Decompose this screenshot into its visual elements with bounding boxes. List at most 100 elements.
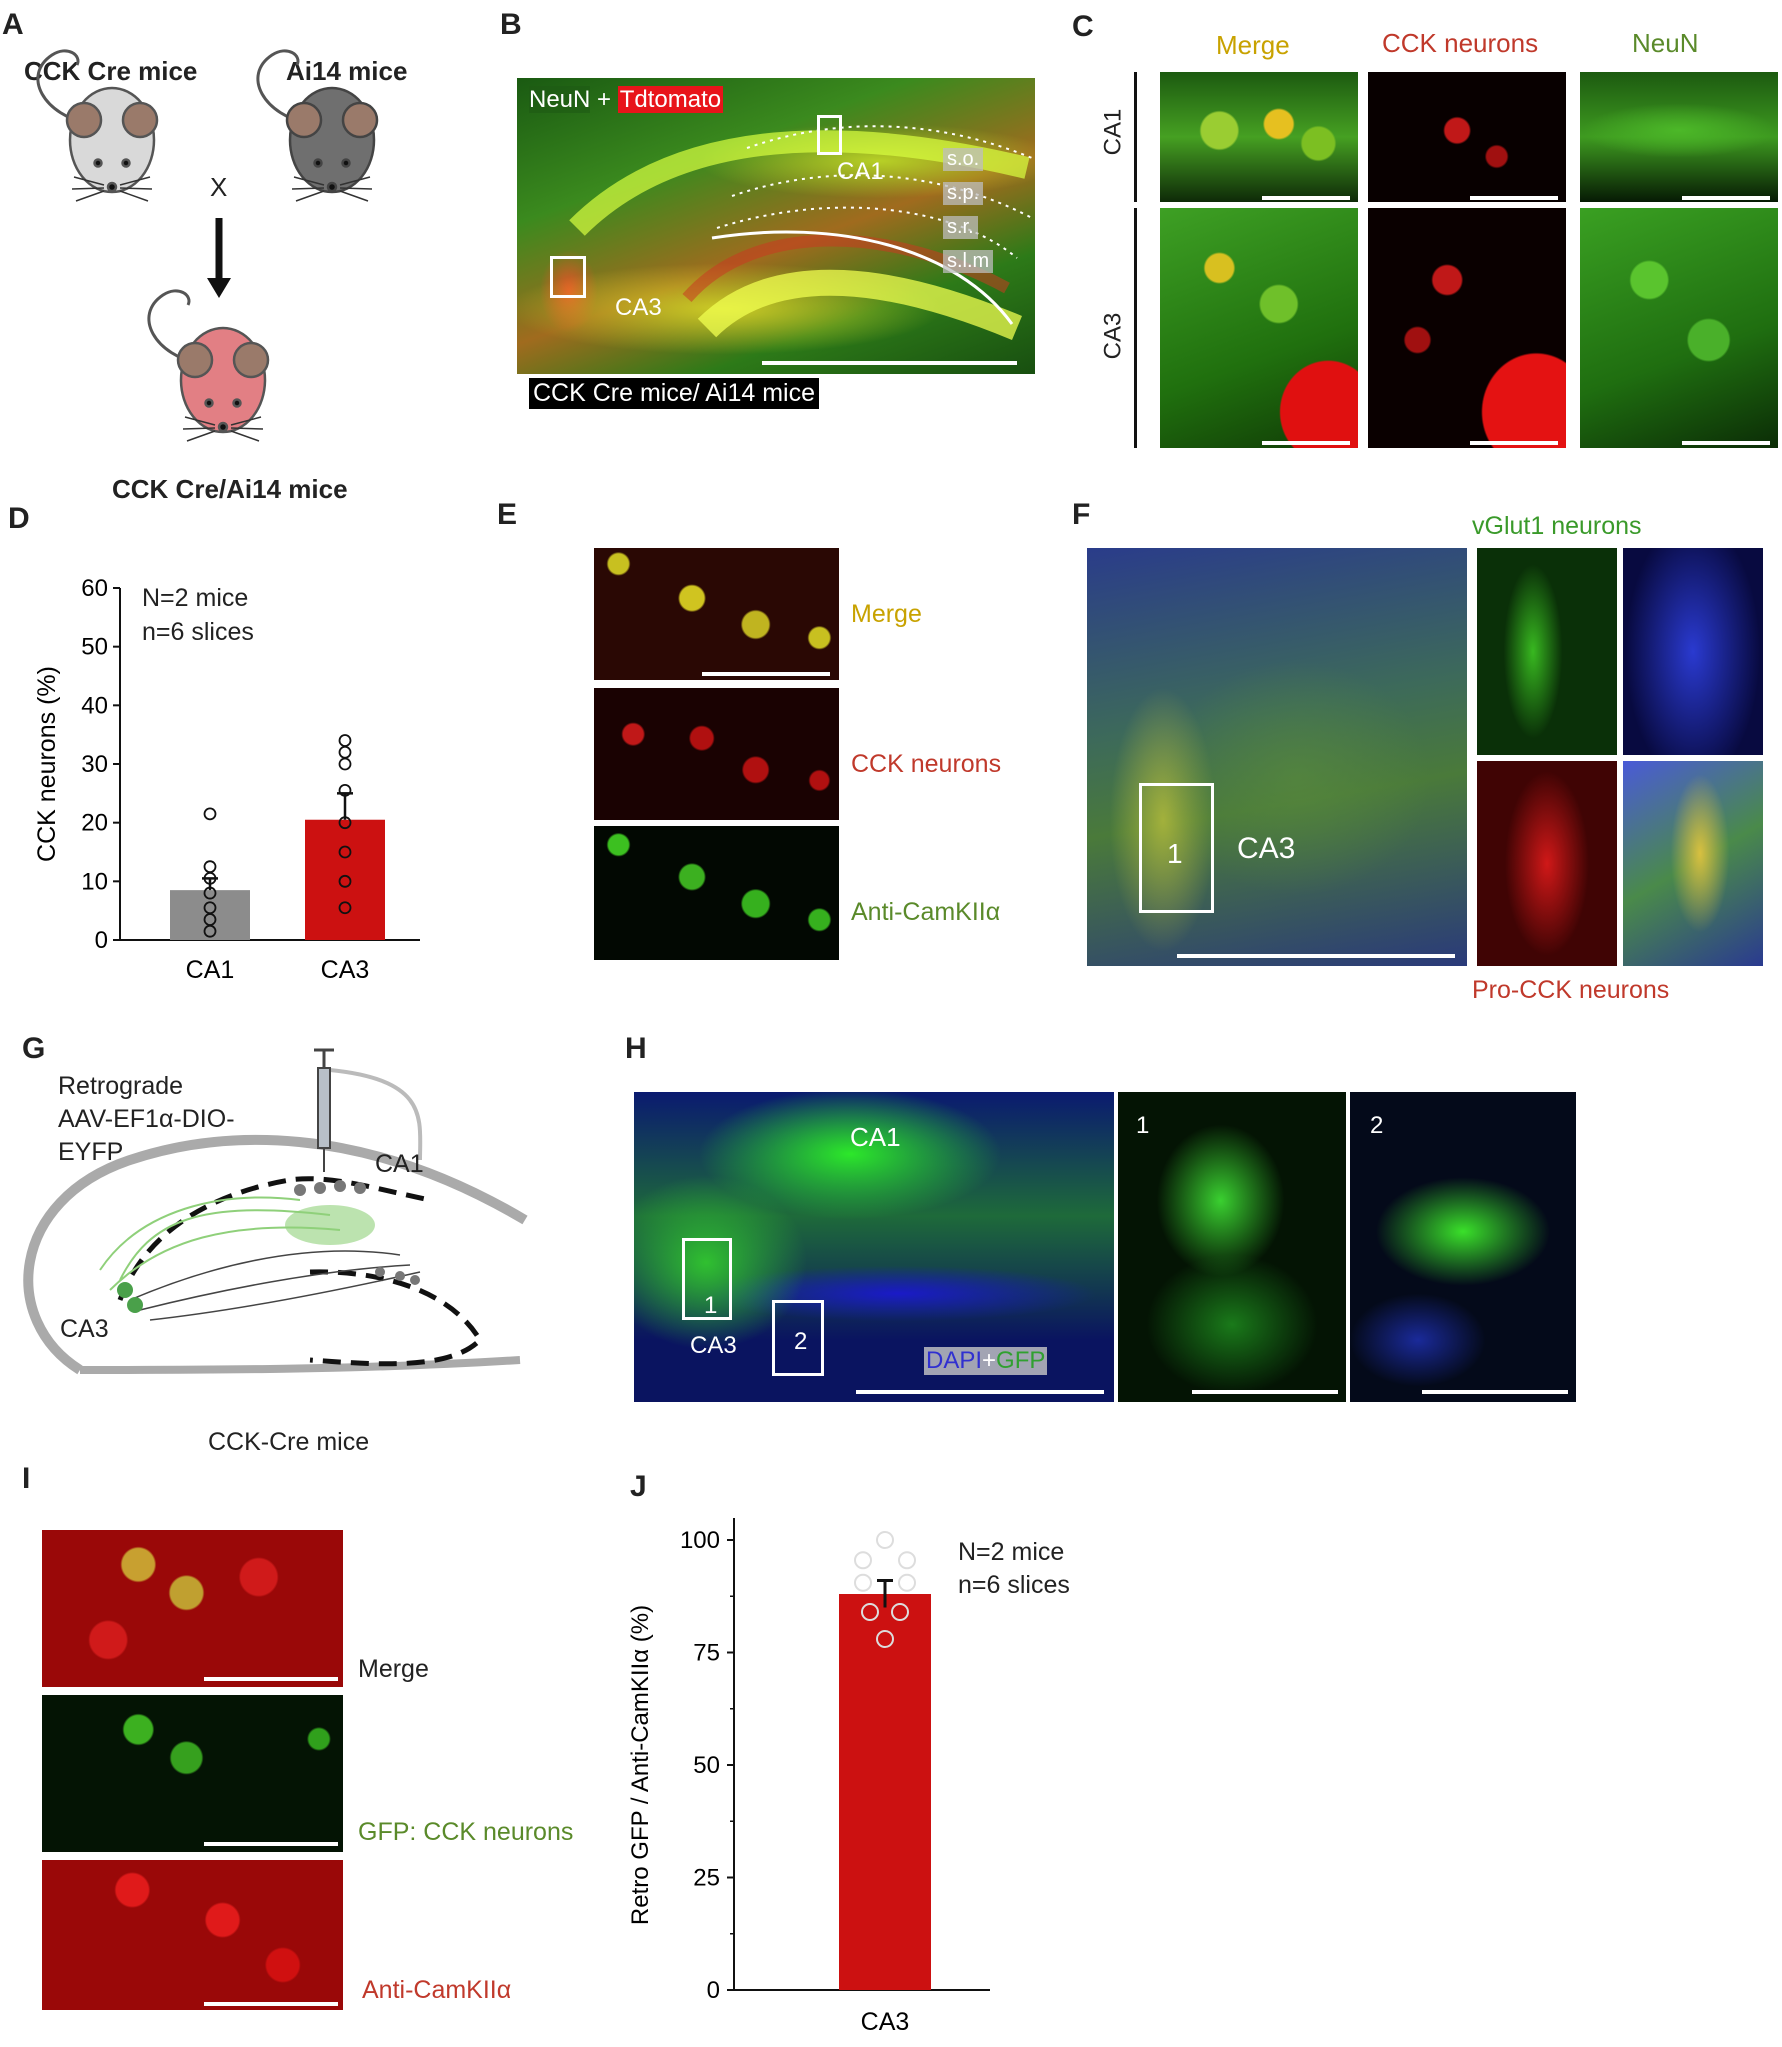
f-dapi-image xyxy=(1623,548,1763,755)
data-point xyxy=(338,874,352,888)
mouse2-label: Ai14 mice xyxy=(286,56,408,86)
c-ca1-merge-image xyxy=(1160,72,1358,202)
y-axis-title: CCK neurons (%) xyxy=(33,666,61,862)
h-stain-plus: + xyxy=(982,1347,997,1374)
x-tick-label: CA3 xyxy=(861,2008,910,2036)
data-point xyxy=(876,1531,894,1549)
data-point xyxy=(338,734,352,747)
g-caption: CCK-Cre mice xyxy=(208,1428,370,1456)
d-annotation-mice: N=2 mice xyxy=(142,584,249,612)
data-point xyxy=(203,807,217,821)
h-roi-box-2 xyxy=(772,1300,824,1376)
y-tick-label: 40 xyxy=(81,692,108,719)
panel-label-h: H xyxy=(625,1032,647,1065)
layer-label-slm: s.l.m xyxy=(943,250,994,273)
stain-plus: + xyxy=(590,86,618,113)
data-point xyxy=(898,1573,916,1592)
y-tick-label: 50 xyxy=(81,634,108,661)
bar-ca3 xyxy=(305,819,385,940)
h-stain-dapi: DAPI xyxy=(926,1347,983,1374)
scale-bar xyxy=(762,361,1017,365)
col-header-merge: Merge xyxy=(1216,30,1290,60)
c-ca1-cck-image xyxy=(1368,72,1566,202)
scale-bar xyxy=(1177,954,1455,958)
c-ca3-merge-image xyxy=(1160,208,1358,448)
h-inset1-label: 1 xyxy=(1136,1112,1150,1139)
i-label-camkii: Anti-CamKIIα xyxy=(362,1976,512,2004)
mouse1-icon xyxy=(36,49,159,203)
data-point xyxy=(338,816,352,830)
f-procck-image xyxy=(1477,761,1617,966)
chart-j: 0 25 50 75 100 Retro GFP / Anti-CamKIIα (%) CA… xyxy=(627,1518,990,2036)
y-tick-label: 0 xyxy=(95,927,108,954)
c-ca3-neun-image xyxy=(1580,208,1778,448)
g-virus-line1: Retrograde xyxy=(58,1072,184,1100)
cross-symbol: X xyxy=(210,172,228,202)
row-label-ca3: CA3 xyxy=(1099,312,1127,360)
scale-bar xyxy=(1682,441,1770,445)
data-point xyxy=(338,783,352,797)
e-merge-image xyxy=(594,548,839,680)
y-tick-label: 25 xyxy=(693,1865,720,1892)
f-ca3-label: CA3 xyxy=(1237,832,1296,865)
result-mouse-label: CCK Cre/Ai14 mice xyxy=(112,474,348,504)
i-merge-image xyxy=(42,1530,343,1687)
panel-label-e: E xyxy=(497,498,518,531)
f-roi-box-1 xyxy=(1139,783,1214,913)
h-ca3-label: CA3 xyxy=(690,1332,737,1359)
g-virus-line2: AAV-EF1α-DIO- xyxy=(58,1105,235,1133)
scale-bar xyxy=(1470,196,1558,200)
y-tick-label: 60 xyxy=(81,575,108,602)
col-header-neun: NeuN xyxy=(1632,28,1699,58)
scale-bar xyxy=(204,1677,338,1681)
j-annotation-mice: N=2 mice xyxy=(958,1538,1065,1566)
data-point xyxy=(203,901,217,915)
x-tick-label: CA3 xyxy=(321,956,370,984)
row-label-ca1: CA1 xyxy=(1099,108,1127,156)
scale-bar xyxy=(856,1390,1104,1394)
h-inset1-image: 1 xyxy=(1118,1092,1346,1402)
panel-label-a: A xyxy=(2,8,24,41)
data-point xyxy=(338,757,352,771)
e-label-camkii: Anti-CamKIIα xyxy=(851,898,1001,926)
g-ca1-label: CA1 xyxy=(375,1150,424,1178)
g-ca3-label: CA3 xyxy=(60,1315,109,1343)
f-vglut1-image xyxy=(1477,548,1617,755)
scale-bar xyxy=(204,1842,338,1846)
result-mouse-icon xyxy=(147,289,270,443)
ca3-region-label: CA3 xyxy=(615,294,662,321)
bar-ca3 xyxy=(839,1594,931,1990)
f-merge-image xyxy=(1623,761,1763,966)
h-stain-gfp: GFP xyxy=(996,1347,1046,1374)
c-ca3-cck-image xyxy=(1368,208,1566,448)
h-inset2-image: 2 xyxy=(1350,1092,1576,1402)
ca1-labeling-cloud xyxy=(285,1205,375,1245)
scale-bar xyxy=(1262,196,1350,200)
e-label-merge: Merge xyxy=(851,600,922,628)
e-cck-image xyxy=(594,688,839,820)
f-title: vGlut1 neurons xyxy=(1472,512,1642,540)
y-tick-label: 0 xyxy=(707,1977,720,2004)
data-point xyxy=(854,1551,872,1570)
scale-bar xyxy=(1192,1390,1338,1394)
e-camkii-image xyxy=(594,826,839,960)
i-label-merge: Merge xyxy=(358,1655,429,1683)
injection-syringe xyxy=(317,1067,331,1149)
c-ca1-neun-image xyxy=(1580,72,1778,202)
data-point xyxy=(898,1551,916,1570)
y-tick-label: 100 xyxy=(680,1527,720,1554)
layer-label-sp: s.p. xyxy=(943,182,984,205)
y-axis-title: Retro GFP / Anti-CamKIIα (%) xyxy=(627,1605,654,1925)
col-header-cck: CCK neurons xyxy=(1382,28,1539,58)
y-tick-label: 50 xyxy=(693,1752,720,1779)
layer-label-so: s.o. xyxy=(943,148,984,171)
data-point xyxy=(854,1573,872,1592)
d-annotation-slices: n=6 slices xyxy=(142,618,254,646)
scale-bar xyxy=(1682,196,1770,200)
data-point xyxy=(876,1630,894,1648)
y-tick-label: 10 xyxy=(81,868,108,895)
h-overview-image: CA1 1 2 CA3 DAPI+GFP xyxy=(634,1092,1114,1402)
data-point xyxy=(203,886,217,900)
layer-label-sr: s.r. xyxy=(943,216,978,239)
scale-bar xyxy=(1422,1390,1568,1394)
